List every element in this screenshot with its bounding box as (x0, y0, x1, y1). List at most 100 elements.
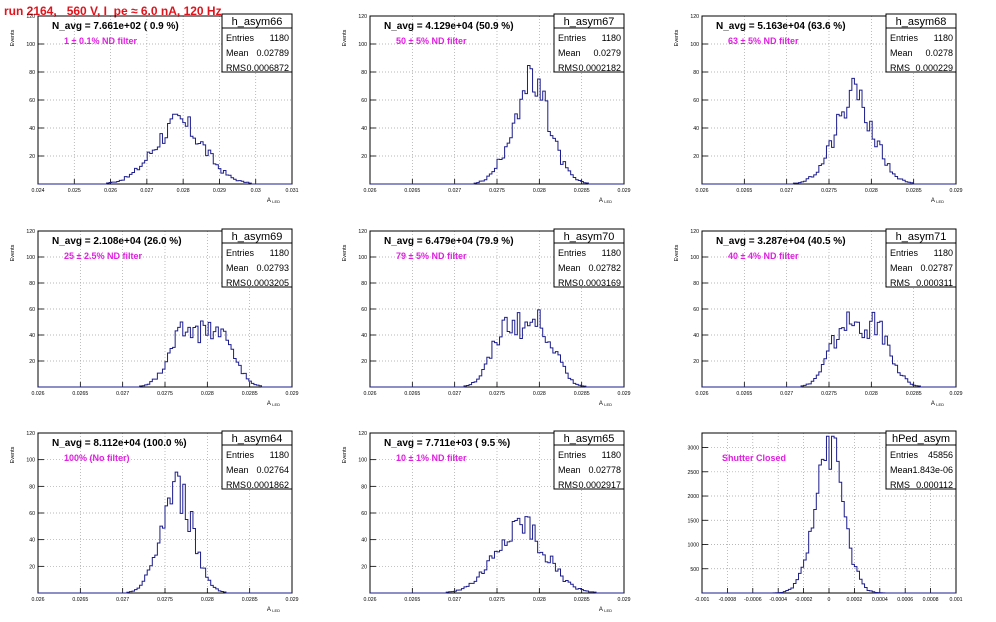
x-tick-label: 0.028 (177, 188, 190, 194)
stats-value: 0.0001862 (246, 480, 289, 490)
y-tick-label: 20 (29, 359, 35, 365)
y-tick-label: 80 (693, 281, 699, 287)
y-tick-label: 40 (693, 333, 699, 339)
x-tick-label: 0.025 (68, 188, 81, 194)
x-tick-label: 0.0275 (821, 188, 837, 194)
stats-box (885, 430, 957, 490)
navg-annotation: N_avg = 8.112e+04 (100.0 %) (52, 438, 187, 449)
x-tick-label: 0.029 (950, 188, 963, 194)
y-tick-label: 40 (693, 126, 699, 132)
y-tick-label: 40 (361, 333, 367, 339)
x-tick-label: 0.0275 (157, 597, 173, 603)
x-tick-label: 0.029 (950, 391, 963, 397)
stats-box (885, 228, 957, 288)
x-tick-label: 0.027 (448, 391, 461, 397)
x-tick-label: 0.027 (116, 597, 129, 603)
stats-value: 1180 (934, 248, 953, 258)
x-tick-label: 0.0285 (574, 391, 590, 397)
stats-box-title: h_asym64 (232, 433, 283, 445)
stats-label: Mean (890, 48, 913, 58)
y-tick-label: 120 (358, 229, 367, 235)
histogram-line (38, 471, 292, 594)
navg-annotation: N_avg = 5.163e+04 (63.6 %) (716, 21, 846, 32)
navg-annotation: N_avg = 7.711e+03 ( 9.5 %) (384, 438, 510, 449)
x-tick-label: 0.0275 (157, 391, 173, 397)
y-tick-label: 100 (26, 255, 35, 261)
y-tick-label: 60 (693, 98, 699, 104)
stats-box-title: h_asym68 (896, 16, 947, 28)
stats-label: Mean (226, 465, 249, 475)
y-tick-label: 80 (361, 281, 367, 287)
y-tick-label: 40 (361, 126, 367, 132)
x-tick-label: 0.031 (286, 188, 299, 194)
y-tick-label: 3000 (687, 446, 699, 452)
y-tick-label: 20 (361, 564, 367, 570)
stats-value: 1180 (602, 248, 621, 258)
x-tick-label: 0.0285 (906, 188, 922, 194)
plot-frame (37, 15, 293, 185)
histogram-line (702, 435, 956, 594)
stats-box-title: h_asym70 (564, 231, 615, 243)
x-tick-label: 0.0285 (242, 597, 258, 603)
histogram-line (370, 309, 624, 388)
stats-label: RMS (558, 480, 578, 490)
y-tick-label: 20 (693, 359, 699, 365)
x-axis-label: A LED (931, 401, 944, 407)
histogram-panel-h_asym67: 0.026 0.0265 0.027 0.0275 0.028 0.0285 0.029 20… (342, 13, 631, 204)
y-axis-label: Events (674, 244, 680, 261)
x-tick-label: -0.0008 (719, 597, 737, 603)
x-tick-label: 0.029 (618, 391, 631, 397)
filter-label: 100% (No filter) (64, 453, 130, 463)
x-tick-label: 0.0265 (736, 391, 752, 397)
y-tick-label: 20 (361, 359, 367, 365)
stats-label: Entries (558, 33, 587, 43)
histogram-panel-hPed_asym: -0.001 -0.0008 -0.0006 -0.0004 -0.0002 0 0.000… (687, 430, 963, 603)
stats-label: Mean (558, 465, 581, 475)
x-tick-label: 0.0004 (872, 597, 888, 603)
stats-box (553, 430, 625, 490)
y-axis-label: Events (10, 29, 16, 46)
stats-box-title: hPed_asym (892, 433, 950, 445)
x-tick-label: 0.0285 (242, 391, 258, 397)
x-tick-label: 0.0002 (846, 597, 862, 603)
stats-label: Entries (226, 33, 255, 43)
plot-frame (701, 230, 957, 388)
filter-label: 79 ± 5% ND filter (396, 251, 467, 261)
y-tick-label: 1500 (687, 518, 699, 524)
stats-label: Entries (890, 248, 919, 258)
y-tick-label: 80 (693, 70, 699, 76)
histogram-panel-h_asym70: 0.026 0.0265 0.027 0.0275 0.028 0.0285 0.029 20… (342, 228, 631, 407)
x-tick-label: 0.027 (140, 188, 153, 194)
stats-box (885, 13, 957, 73)
stats-label: RMS (890, 63, 910, 73)
y-tick-label: 100 (26, 458, 35, 464)
histogram-line (370, 65, 624, 185)
stats-label: Entries (890, 33, 919, 43)
x-tick-label: -0.0006 (744, 597, 762, 603)
run-title: run 2164, 560 V, I_pe ≈ 6.0 nA, 120 Hz (4, 4, 222, 18)
x-tick-label: 0.0006 (897, 597, 913, 603)
y-tick-label: 80 (29, 281, 35, 287)
y-tick-label: 80 (29, 70, 35, 76)
filter-label: Shutter Closed (722, 453, 786, 463)
plot-frame (37, 230, 293, 388)
stats-box (553, 13, 625, 73)
y-tick-label: 1000 (687, 543, 699, 549)
stats-value: 0.02787 (920, 263, 953, 273)
histogram-line (702, 311, 956, 388)
y-tick-label: 120 (690, 14, 699, 20)
stats-value: 0.000229 (915, 63, 953, 73)
x-axis-label: A LED (267, 607, 280, 613)
x-tick-label: 0.0265 (736, 188, 752, 194)
x-axis-label: A LED (599, 401, 612, 407)
y-tick-label: 60 (361, 98, 367, 104)
plot-frame (369, 432, 625, 594)
y-axis-label: Events (10, 244, 16, 261)
stats-value: 1180 (602, 450, 621, 460)
navg-annotation: N_avg = 3.287e+04 (40.5 %) (716, 236, 846, 247)
plot-frame (37, 432, 293, 594)
y-tick-label: 20 (693, 154, 699, 160)
stats-box-title: h_asym65 (564, 433, 615, 445)
x-tick-label: 0.029 (286, 597, 299, 603)
